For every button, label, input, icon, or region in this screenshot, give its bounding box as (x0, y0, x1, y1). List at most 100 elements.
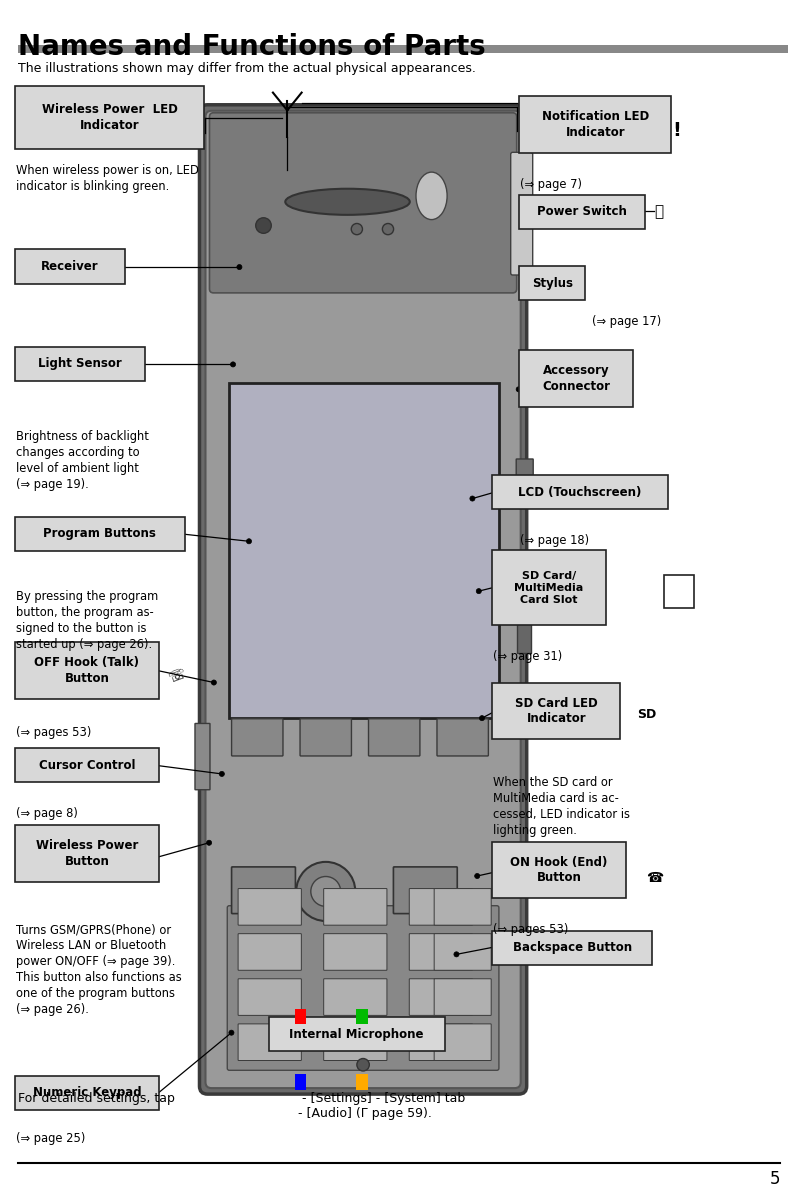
Text: (⇒ page 25): (⇒ page 25) (16, 1132, 85, 1145)
FancyBboxPatch shape (300, 719, 351, 756)
FancyBboxPatch shape (15, 748, 159, 782)
FancyBboxPatch shape (231, 867, 295, 914)
Text: Internal Microphone: Internal Microphone (290, 1028, 424, 1041)
FancyBboxPatch shape (324, 979, 387, 1015)
Text: (⇒ pages 53): (⇒ pages 53) (16, 726, 91, 740)
Circle shape (392, 1042, 397, 1047)
FancyBboxPatch shape (238, 889, 302, 925)
Circle shape (296, 862, 355, 921)
FancyBboxPatch shape (210, 113, 516, 293)
Circle shape (454, 952, 459, 957)
Text: Backspace Button: Backspace Button (512, 941, 632, 954)
FancyBboxPatch shape (15, 642, 159, 699)
FancyBboxPatch shape (519, 195, 645, 229)
FancyBboxPatch shape (492, 842, 626, 899)
Text: Accessory
Connector: Accessory Connector (542, 364, 610, 393)
Text: Cursor Control: Cursor Control (39, 758, 135, 772)
FancyBboxPatch shape (434, 1024, 492, 1060)
Circle shape (382, 223, 393, 235)
Text: (⇒ pages 53): (⇒ pages 53) (493, 923, 568, 937)
Circle shape (357, 1059, 369, 1071)
FancyBboxPatch shape (492, 550, 606, 626)
Bar (357, 1009, 368, 1024)
Text: ☎: ☎ (646, 871, 664, 886)
Text: LCD (Touchscreen): LCD (Touchscreen) (519, 485, 642, 499)
Circle shape (219, 772, 224, 776)
Circle shape (237, 265, 242, 269)
Text: For detailed settings, tap: For detailed settings, tap (18, 1092, 175, 1105)
Circle shape (351, 223, 362, 235)
FancyBboxPatch shape (409, 979, 472, 1015)
Text: Numeric Keypad: Numeric Keypad (33, 1086, 141, 1099)
FancyBboxPatch shape (434, 979, 492, 1015)
FancyBboxPatch shape (409, 1024, 472, 1060)
Text: SD Card/
MultiMedia
Card Slot: SD Card/ MultiMedia Card Slot (515, 571, 583, 604)
Circle shape (229, 1030, 234, 1035)
FancyBboxPatch shape (229, 383, 499, 718)
Text: ON Hook (End)
Button: ON Hook (End) Button (510, 856, 608, 884)
Circle shape (255, 217, 271, 234)
Text: Brightness of backlight
changes according to
level of ambient light
(⇒ page 19).: Brightness of backlight changes accordin… (16, 430, 149, 490)
FancyBboxPatch shape (434, 889, 492, 925)
Text: Notification LED
Indicator: Notification LED Indicator (542, 110, 649, 139)
Text: (⇒ page 17): (⇒ page 17) (592, 315, 662, 328)
Text: Power Switch: Power Switch (537, 205, 627, 218)
FancyBboxPatch shape (434, 934, 492, 970)
FancyBboxPatch shape (15, 85, 204, 150)
FancyBboxPatch shape (437, 719, 488, 756)
Text: 5: 5 (770, 1170, 780, 1187)
FancyBboxPatch shape (231, 719, 283, 756)
FancyBboxPatch shape (409, 934, 472, 970)
FancyBboxPatch shape (205, 110, 521, 1088)
FancyBboxPatch shape (519, 350, 633, 407)
Circle shape (524, 288, 529, 293)
Text: Turns GSM/GPRS(Phone) or
Wireless LAN or Bluetooth
power ON/OFF (⇒ page 39).
Thi: Turns GSM/GPRS(Phone) or Wireless LAN or… (16, 923, 182, 1016)
Bar (295, 1074, 306, 1090)
FancyBboxPatch shape (15, 516, 184, 551)
FancyBboxPatch shape (15, 1075, 159, 1110)
FancyBboxPatch shape (664, 575, 694, 608)
Text: ⏻: ⏻ (654, 204, 663, 218)
FancyBboxPatch shape (516, 591, 531, 653)
Text: - [Settings] - [System] tab
- [Audio] (Γ page 59).: - [Settings] - [System] tab - [Audio] (Γ… (298, 1092, 466, 1121)
FancyBboxPatch shape (15, 347, 144, 381)
Circle shape (476, 589, 481, 594)
Text: Stylus: Stylus (531, 277, 573, 290)
Circle shape (211, 680, 216, 685)
Text: Wireless Power
Button: Wireless Power Button (36, 839, 138, 868)
Circle shape (516, 387, 521, 392)
FancyBboxPatch shape (227, 906, 499, 1071)
FancyBboxPatch shape (511, 152, 533, 275)
FancyBboxPatch shape (324, 934, 387, 970)
Ellipse shape (416, 172, 447, 220)
Text: By pressing the program
button, the program as-
signed to the button is
started : By pressing the program button, the prog… (16, 590, 158, 650)
FancyBboxPatch shape (409, 889, 472, 925)
Text: Program Buttons: Program Buttons (43, 527, 156, 540)
FancyBboxPatch shape (195, 723, 210, 789)
Text: ☏: ☏ (166, 667, 187, 686)
FancyBboxPatch shape (516, 459, 533, 508)
Text: !: ! (672, 121, 681, 140)
Text: SD Card LED
Indicator: SD Card LED Indicator (515, 697, 598, 725)
Circle shape (231, 362, 235, 367)
FancyBboxPatch shape (269, 1017, 444, 1052)
Circle shape (470, 496, 475, 501)
Text: When wireless power is on, LED
indicator is blinking green.: When wireless power is on, LED indicator… (16, 164, 199, 192)
Text: When the SD card or
MultiMedia card is ac-
cessed, LED indicator is
lighting gre: When the SD card or MultiMedia card is a… (493, 776, 630, 837)
Bar (357, 1074, 368, 1090)
Text: (⇒ page 18): (⇒ page 18) (520, 534, 590, 547)
FancyBboxPatch shape (324, 889, 387, 925)
Text: SD: SD (637, 709, 656, 721)
FancyBboxPatch shape (200, 104, 527, 1094)
FancyBboxPatch shape (393, 867, 457, 914)
FancyBboxPatch shape (369, 719, 420, 756)
Text: (⇒ page 31): (⇒ page 31) (493, 650, 563, 664)
Text: (⇒ page 7): (⇒ page 7) (520, 178, 583, 191)
Circle shape (207, 840, 211, 845)
Bar (18, 45, 788, 53)
Circle shape (480, 716, 484, 721)
Bar (295, 1009, 306, 1024)
Text: OFF Hook (Talk)
Button: OFF Hook (Talk) Button (34, 656, 140, 685)
FancyBboxPatch shape (492, 683, 620, 740)
Text: Light Sensor: Light Sensor (38, 357, 121, 370)
